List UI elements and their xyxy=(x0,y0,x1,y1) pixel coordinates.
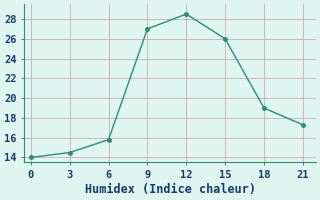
X-axis label: Humidex (Indice chaleur): Humidex (Indice chaleur) xyxy=(84,183,256,196)
